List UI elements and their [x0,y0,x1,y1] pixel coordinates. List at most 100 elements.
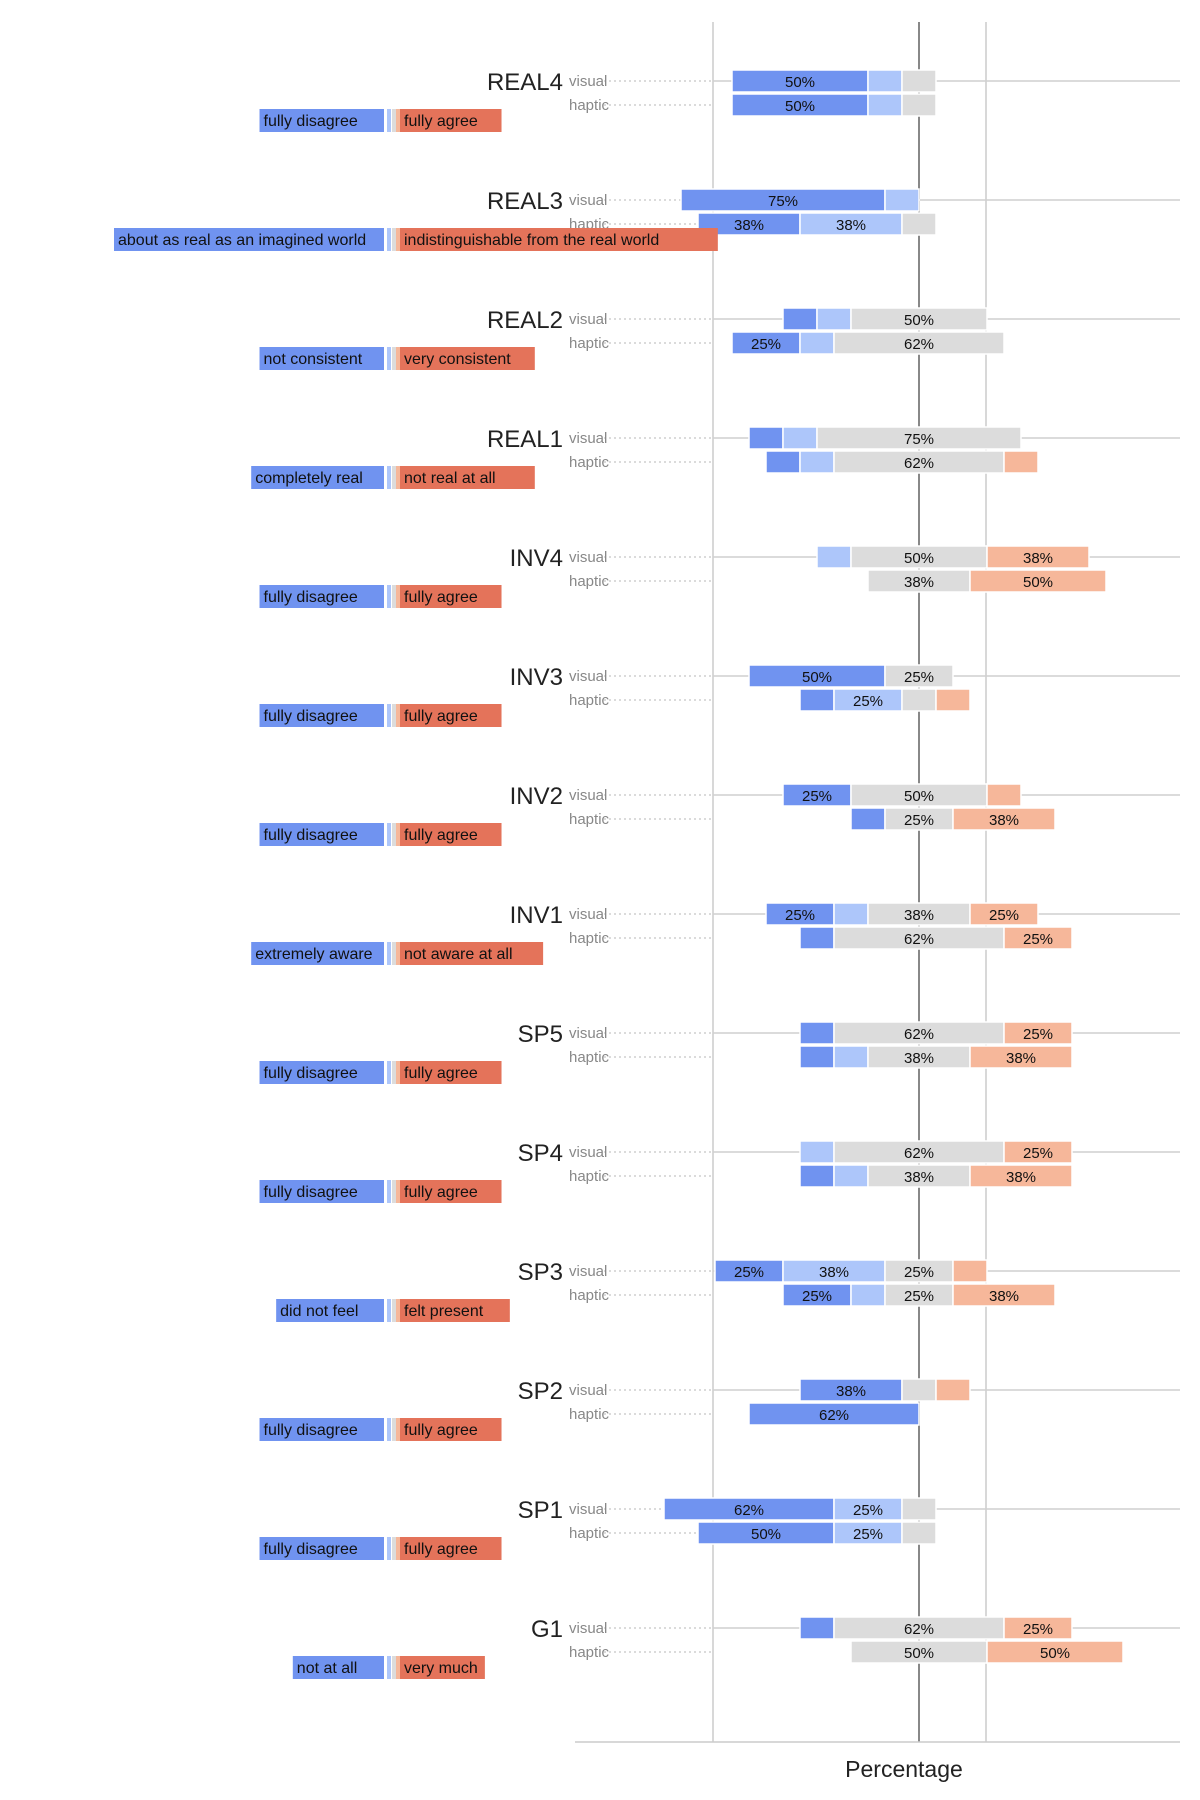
bar-segment-2 [833,1164,869,1188]
anchor-low-box [259,1418,384,1441]
anchor-swatch-3 [392,704,396,727]
modality-label: visual [569,1620,607,1637]
modality-label: haptic [569,573,610,590]
bar-row-visual: visual 50% 38% [569,545,1180,569]
item-title: SP5 [518,1021,563,1048]
anchor-low-box [259,1180,384,1203]
anchor-low-label: not at all [297,1660,357,1677]
anchor-swatch-4 [396,585,400,608]
bar-row-haptic: haptic 38% 38% [569,1164,1073,1188]
item-title: REAL3 [487,188,563,215]
bar-row-haptic: haptic 62% 25% [569,926,1073,950]
modality-label: haptic [569,1406,610,1423]
data-label: 50% [802,669,832,686]
anchor-low-box [259,1537,384,1560]
item-title: INV1 [510,902,563,929]
modality-label: visual [569,1144,607,1161]
data-label: 25% [853,693,883,710]
bar-segment-2 [816,307,852,331]
bar-segment-1 [799,1616,835,1640]
anchor-low-box [259,1061,384,1084]
data-label: 38% [904,1169,934,1186]
anchor-swatch-3 [392,585,396,608]
modality-label: haptic [569,1168,610,1185]
anchor-swatch-2 [387,347,391,370]
bar-row-haptic: haptic 38% 38% [569,212,937,236]
bar-row-haptic: haptic 50% 25% [569,1521,937,1545]
item-title: SP1 [518,1497,563,1524]
anchor-swatch-4 [396,1299,400,1322]
anchor-swatch-3 [392,109,396,132]
data-label: 25% [1023,1621,1053,1638]
bar-row-haptic: haptic 25% [569,688,971,712]
data-label: 25% [802,788,832,805]
bar-segment-4 [969,1045,1073,1069]
modality-label: visual [569,73,607,90]
data-label: 62% [904,1621,934,1638]
modality-label: visual [569,430,607,447]
data-label: 38% [836,1383,866,1400]
bar-segment-1 [799,1021,835,1045]
data-label: 25% [1023,1145,1053,1162]
likert-item-real2: REAL2 visual 50% haptic 25% 62% not consistent… [259,307,1180,370]
data-label: 38% [836,217,866,234]
anchor-high-label: felt present [404,1303,484,1320]
likert-item-real3: REAL3 visual 75%haptic 38% 38%about as real … [114,188,1180,251]
anchor-swatch-3 [392,347,396,370]
bar-row-haptic: haptic 50% 50% [569,1640,1124,1664]
anchor-low-label: fully disagree [264,1422,358,1439]
data-label: 38% [1023,550,1053,567]
bar-segment-1 [799,1164,835,1188]
modality-label: haptic [569,454,610,471]
bar-segment-3 [901,69,937,93]
bar-segment-4 [986,1640,1124,1664]
data-label: 75% [768,193,798,210]
item-title: INV4 [510,545,563,572]
item-title: REAL2 [487,307,563,334]
item-title: SP3 [518,1259,563,1286]
bar-row-haptic: haptic 62% [569,450,1039,474]
bar-segment-4 [969,902,1039,926]
bar-segment-3 [901,1497,937,1521]
anchor-high-box [400,1656,485,1679]
item-title: G1 [531,1616,563,1643]
modality-label: visual [569,787,607,804]
data-label: 62% [734,1502,764,1519]
anchor-swatch-3 [392,823,396,846]
bar-segment-2 [867,69,903,93]
likert-item-sp2: SP2 visual 38% haptic 62% fully disagree fully… [259,1378,1180,1441]
anchor-high-label: not real at all [404,470,496,487]
anchor-swatch-3 [392,228,396,251]
anchor-low-label: extremely aware [255,946,372,963]
anchor-low-label: fully disagree [264,1541,358,1558]
anchor-swatch-2 [387,704,391,727]
anchor-swatch-3 [392,1537,396,1560]
bar-segment-4 [1003,926,1073,950]
data-label: 50% [785,74,815,91]
bar-segment-4 [952,1259,988,1283]
anchor-swatch-2 [387,823,391,846]
data-label: 25% [904,1288,934,1305]
bar-segment-4 [1003,450,1039,474]
anchor-swatch-3 [392,1418,396,1441]
bar-row-visual: visual 25% 38% 25% [569,1259,1180,1283]
bar-segment-2 [850,1283,886,1307]
anchor-swatch-4 [396,228,400,251]
modality-label: visual [569,906,607,923]
bar-segment-4 [969,569,1107,593]
likert-item-real4: REAL4 visual 50% haptic 50% fully disagree ful… [259,69,1180,132]
data-label: 38% [904,574,934,591]
anchor-swatch-2 [387,1180,391,1203]
anchor-low-box [259,823,384,846]
anchor-swatch-4 [396,1180,400,1203]
data-label: 62% [904,1145,934,1162]
anchor-low-label: fully disagree [264,113,358,130]
anchor-swatch-4 [396,1418,400,1441]
bar-segment-2 [884,188,920,212]
bar-row-visual: visual 75% [569,426,1180,450]
bar-segment-2 [799,450,835,474]
bar-segment-3 [850,307,988,331]
anchor-low-box [292,1656,384,1679]
anchor-high-label: fully agree [404,113,478,130]
modality-label: visual [569,1025,607,1042]
